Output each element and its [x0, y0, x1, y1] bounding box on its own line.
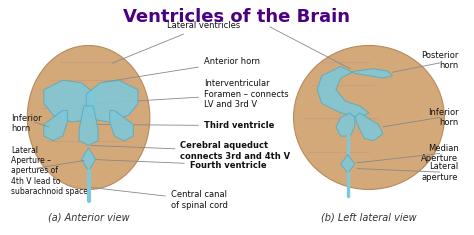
- Polygon shape: [355, 113, 383, 141]
- Text: Lateral ventricles: Lateral ventricles: [112, 21, 241, 63]
- Ellipse shape: [27, 46, 150, 189]
- Polygon shape: [336, 113, 355, 136]
- Text: Ventricles of the Brain: Ventricles of the Brain: [124, 8, 350, 26]
- Polygon shape: [317, 67, 392, 118]
- Text: Third ventricle: Third ventricle: [94, 121, 274, 130]
- Text: Anterior horn: Anterior horn: [103, 57, 260, 82]
- Text: Inferior
horn: Inferior horn: [428, 108, 458, 127]
- Text: Central canal
of spinal cord: Central canal of spinal cord: [91, 188, 228, 210]
- Text: Lateral
aperture: Lateral aperture: [422, 162, 458, 182]
- Polygon shape: [79, 106, 98, 145]
- Text: (b) Left lateral view: (b) Left lateral view: [321, 212, 417, 222]
- Ellipse shape: [293, 46, 444, 189]
- Polygon shape: [82, 148, 96, 171]
- Polygon shape: [44, 80, 96, 122]
- Text: Posterior
horn: Posterior horn: [421, 51, 458, 70]
- Text: Inferior
horn: Inferior horn: [11, 114, 41, 133]
- Text: Interventricular
Foramen – connects
LV and 3rd V: Interventricular Foramen – connects LV a…: [96, 79, 289, 109]
- Polygon shape: [86, 80, 138, 122]
- Text: Lateral
Aperture –
apertures of
4th V lead to
subarachnoid space: Lateral Aperture – apertures of 4th V le…: [11, 146, 88, 196]
- Text: (a) Anterior view: (a) Anterior view: [48, 212, 129, 222]
- Polygon shape: [44, 110, 67, 141]
- Polygon shape: [110, 110, 133, 141]
- Text: Median
Aperture: Median Aperture: [421, 144, 458, 163]
- Polygon shape: [341, 155, 355, 173]
- Text: Fourth ventricle: Fourth ventricle: [91, 159, 266, 170]
- Text: Cerebral aqueduct
connects 3rd and 4th V: Cerebral aqueduct connects 3rd and 4th V: [91, 141, 291, 161]
